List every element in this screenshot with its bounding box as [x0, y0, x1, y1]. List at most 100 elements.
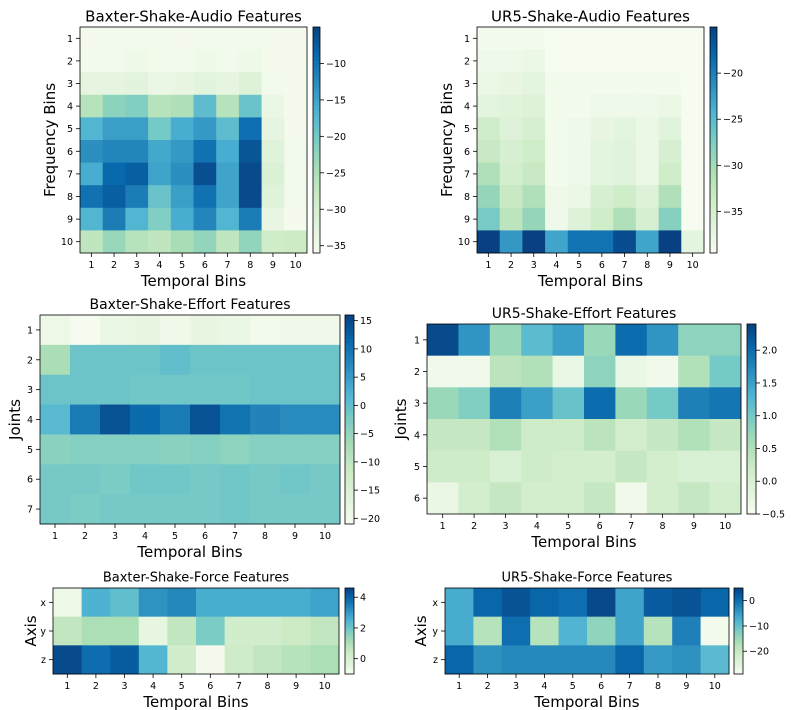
colorbar-segment: [345, 422, 354, 427]
colorbar-segment: [345, 603, 354, 606]
y-tick-label: 2: [67, 56, 73, 67]
heatmap-cell: [445, 588, 474, 618]
y-tick-label: y: [40, 627, 46, 638]
colorbar-segment: [710, 132, 717, 137]
colorbar-segment: [747, 339, 756, 344]
heatmap-cell: [672, 616, 701, 646]
heatmap-cell: [635, 185, 659, 209]
colorbar-segment: [313, 226, 320, 231]
heatmap-cell: [681, 162, 705, 186]
colorbar-segment: [710, 177, 717, 182]
colorbar-segment: [710, 207, 717, 213]
x-tick-label: 1: [64, 681, 70, 692]
heatmap-cell: [100, 464, 131, 495]
colorbar-tick-label: 10: [360, 344, 372, 355]
heatmap-cell: [220, 464, 251, 495]
heatmap-cell: [545, 117, 569, 141]
colorbar-segment: [313, 128, 320, 133]
colorbar-segment: [747, 330, 756, 334]
colorbar-tick-label: −0.5: [762, 510, 785, 521]
heatmap-cell: [499, 49, 523, 73]
heatmap-cell: [80, 185, 104, 209]
x-tick-label: 10: [719, 521, 731, 532]
colorbar-segment: [345, 409, 354, 414]
heatmap-cell: [310, 588, 340, 618]
heatmap-cell: [102, 230, 126, 254]
heatmap-cell: [100, 404, 131, 435]
heatmap-cell: [280, 494, 311, 525]
heatmap-cell: [238, 72, 262, 96]
colorbar-segment: [313, 158, 320, 164]
colorbar-segment: [345, 520, 354, 525]
heatmap-cell: [681, 140, 705, 163]
colorbar-segment: [345, 649, 354, 652]
colorbar-segment: [747, 396, 756, 401]
heatmap-cell: [587, 645, 616, 675]
heatmap-cell: [224, 616, 254, 646]
x-tick-label: 5: [179, 681, 185, 692]
colorbar-segment: [734, 622, 743, 625]
heatmap-cell: [477, 162, 501, 186]
heatmap-cell: [170, 27, 194, 50]
heatmap-cell: [238, 162, 262, 186]
heatmap-cell: [284, 185, 308, 209]
heatmap-cell: [489, 355, 522, 388]
colorbar-segment: [345, 321, 354, 326]
y-tick-label: 3: [414, 399, 420, 410]
colorbar-tick-label: −15: [360, 486, 380, 497]
colorbar-segment: [710, 162, 717, 167]
colorbar-segment: [710, 38, 717, 43]
heatmap-cell: [427, 419, 459, 452]
heatmap-cell: [613, 49, 637, 73]
colorbar-segment: [710, 34, 717, 39]
x-tick-label: 10: [319, 681, 331, 692]
heatmap-cell: [590, 72, 614, 96]
colorbar-segment: [747, 336, 756, 341]
colorbar-segment: [747, 450, 756, 455]
colorbar-segment: [345, 318, 354, 323]
colorbar-segment: [345, 370, 354, 375]
colorbar-segment: [710, 188, 717, 194]
heatmap-cell: [672, 645, 701, 675]
colorbar-segment: [345, 517, 354, 522]
heatmap-cell: [681, 72, 705, 96]
colorbar-segment: [345, 589, 354, 592]
heatmap-cell: [148, 140, 172, 163]
heatmap-cell: [170, 117, 194, 141]
heatmap-cell: [489, 450, 522, 483]
colorbar-segment: [345, 642, 354, 645]
heatmap-cell: [646, 482, 679, 515]
colorbar-segment: [747, 488, 756, 493]
x-tick-label: 8: [655, 681, 661, 692]
colorbar: −20 −25 −30 −35: [709, 26, 743, 254]
colorbar-segment: [710, 87, 717, 92]
heatmap-cell: [558, 645, 588, 675]
heatmap-cell: [590, 27, 614, 50]
heatmap-cell: [658, 94, 682, 118]
heatmap-cell: [100, 434, 131, 465]
y-tick-label: 8: [464, 192, 470, 203]
colorbar-segment: [313, 109, 320, 115]
heatmap-cell: [310, 374, 341, 405]
y-axis-label: Joints: [6, 399, 24, 441]
colorbar-segment: [734, 631, 743, 633]
colorbar-segment: [313, 237, 320, 243]
heatmap-cell: [284, 117, 308, 141]
heatmap-cell: [310, 616, 340, 646]
colorbar-segment: [710, 98, 717, 103]
colorbar-segment: [747, 507, 756, 512]
heatmap-cell: [681, 117, 705, 141]
heatmap-cell: [567, 140, 591, 163]
heatmap-cell: [40, 404, 71, 435]
heatmap-cell: [499, 140, 523, 163]
y-tick-label: 7: [27, 505, 33, 516]
colorbar-segment: [734, 643, 743, 646]
colorbar-segment: [345, 666, 354, 669]
heatmap-cell: [280, 374, 311, 405]
colorbar-segment: [313, 30, 320, 36]
colorbar-segment: [345, 353, 354, 358]
y-tick-label: 3: [27, 385, 33, 396]
colorbar-segment: [710, 245, 717, 250]
heatmap-cell: [170, 162, 194, 186]
heatmap-cell: [167, 616, 197, 646]
